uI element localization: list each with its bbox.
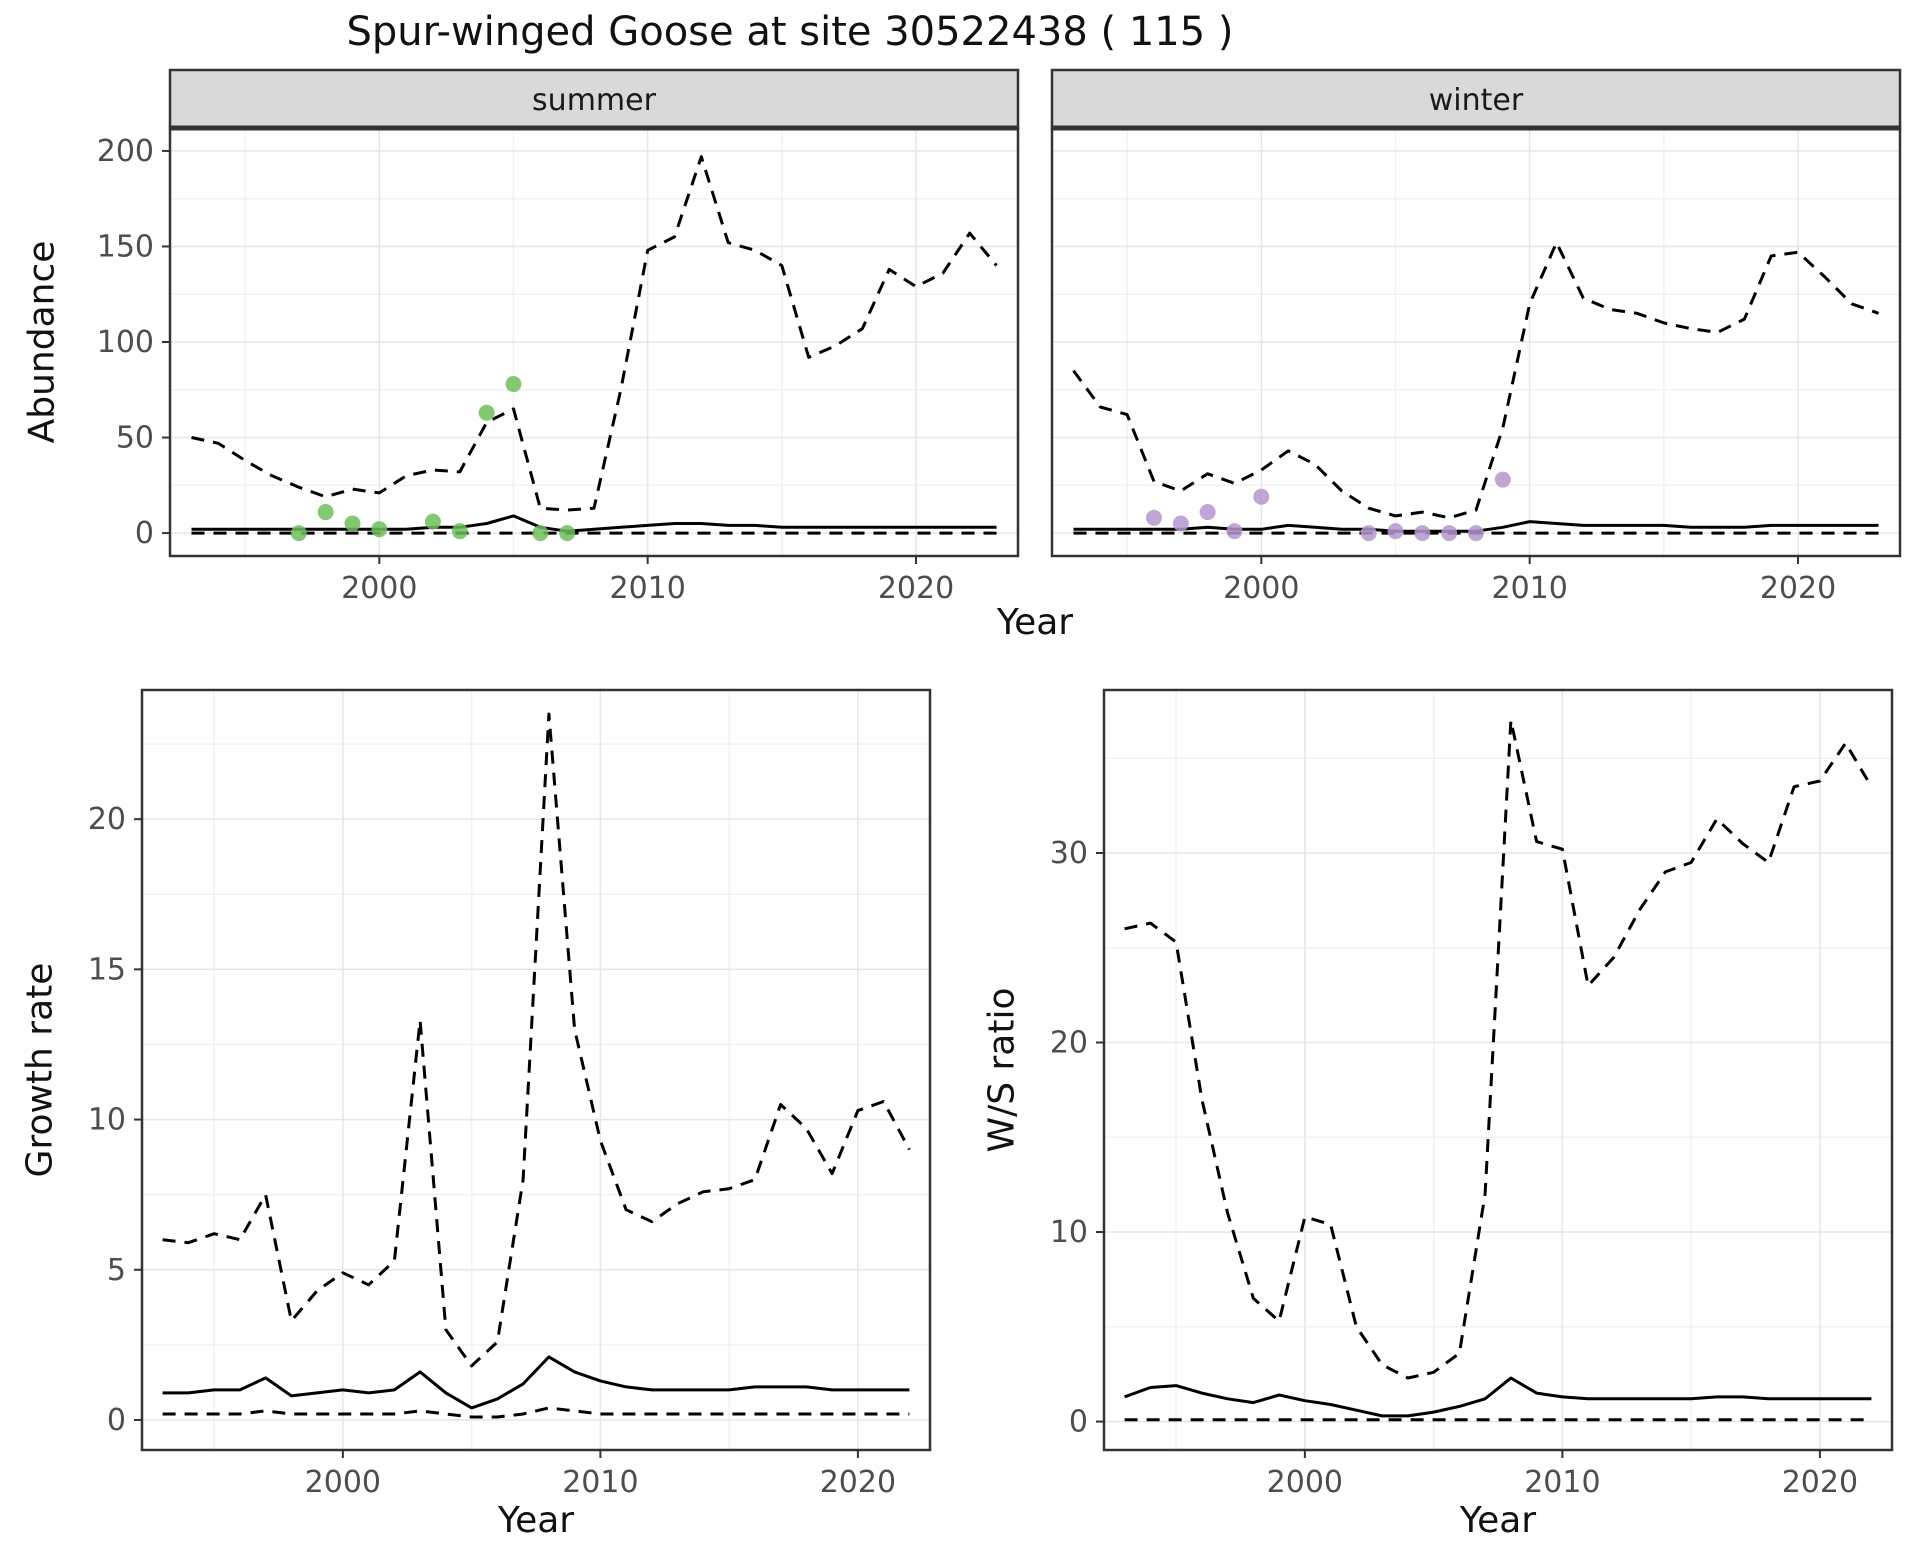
panel-background	[1104, 690, 1892, 1450]
observed-winter-counts-point	[1253, 488, 1270, 505]
panel-border	[140, 688, 932, 1452]
ws-ratio-y-axis-label: W/S ratio	[981, 987, 1023, 1153]
abundance-winter-panel: winter 2000 2010 2020	[1050, 68, 1902, 606]
x-tick-label: 2020	[1760, 571, 1836, 606]
y-tick-label: 200	[97, 134, 154, 169]
abundance-summer-upper-95ci-line	[191, 155, 998, 512]
y-tick-label: 10	[88, 1103, 126, 1138]
y-tick-label: 30	[1050, 836, 1088, 871]
ws-ratio-panel: 2000 2010 2020 0 10 20 30	[1050, 688, 1894, 1500]
ws-ratio-median-line	[1124, 1376, 1872, 1418]
y-tick-label: 10	[1050, 1215, 1088, 1250]
observed-summer-counts-point	[451, 523, 468, 540]
x-tick-label: 2010	[1491, 571, 1567, 606]
observed-summer-counts-point	[559, 525, 576, 542]
x-tick-label: 2000	[341, 571, 417, 606]
observed-winter-counts-point	[1414, 525, 1431, 542]
observed-winter-counts-point	[1172, 515, 1189, 532]
abundance-y-axis-label: Abundance	[21, 240, 63, 444]
observed-summer-counts-point	[371, 521, 388, 538]
y-tick-label: 50	[116, 421, 154, 456]
ws-ratio-upper-95ci-line	[1124, 718, 1873, 1380]
x-tick-label: 2010	[609, 571, 685, 606]
observed-winter-counts-point	[1468, 525, 1484, 542]
observed-summer-counts-point	[505, 376, 522, 393]
observed-summer-counts-point	[344, 515, 361, 532]
y-tick-label: 0	[135, 516, 154, 551]
ws-ratio-chart: 2000 2010 2020 0 10 20 30	[1050, 688, 1894, 1500]
y-tick-label: 15	[88, 952, 126, 987]
facet-strip	[1050, 68, 1902, 130]
x-tick-label: 2000	[1223, 571, 1299, 606]
growth-rate-lower-95ci-line	[162, 1406, 910, 1419]
panel-border	[1102, 688, 1894, 1452]
growth-rate-x-axis-label: Year	[497, 1500, 575, 1541]
top-x-axis-label: Year	[996, 602, 1074, 643]
y-tick-label: 0	[107, 1403, 126, 1438]
growth-rate-y-axis-label: Growth rate	[19, 962, 61, 1178]
observed-winter-counts-point	[1145, 509, 1162, 526]
x-tick-label: 2000	[1267, 1465, 1343, 1500]
observed-summer-counts-point	[290, 525, 307, 542]
growth-rate-upper-95ci-line	[162, 712, 911, 1368]
abundance-summer-chart: summer 2000 2010 2020 0 50 100 150 200	[97, 68, 1020, 606]
y-tick-label: 5	[107, 1253, 126, 1288]
observed-summer-counts-point	[532, 525, 549, 542]
observed-summer-counts-point	[478, 404, 495, 421]
observed-winter-counts-point	[1441, 525, 1458, 542]
growth-rate-panel: 2000 2010 2020 0 5 10 15 20	[88, 688, 932, 1500]
y-tick-label: 100	[97, 325, 154, 360]
x-tick-label: 2010	[562, 1465, 638, 1500]
observed-winter-counts-point	[1494, 471, 1511, 488]
y-tick-label: 20	[88, 802, 126, 837]
x-tick-label: 2020	[1782, 1465, 1858, 1500]
growth-rate-chart: 2000 2010 2020 0 5 10 15 20	[88, 688, 932, 1500]
abundance-summer-panel: summer 2000 2010 2020 0 50 100 150 200	[97, 68, 1020, 606]
y-tick-label: 20	[1050, 1026, 1088, 1061]
x-tick-label: 2000	[305, 1465, 381, 1500]
observed-winter-counts-point	[1360, 525, 1377, 542]
facet-strip-label: summer	[532, 83, 657, 118]
x-tick-label: 2010	[1524, 1465, 1600, 1500]
growth-rate-median-line	[162, 1355, 910, 1410]
observed-winter-counts-point	[1226, 523, 1243, 540]
abundance-winter-chart: winter 2000 2010 2020	[1050, 68, 1902, 606]
x-tick-label: 2020	[820, 1465, 896, 1500]
y-tick-label: 0	[1069, 1405, 1088, 1440]
ws-ratio-x-axis-label: Year	[1459, 1500, 1537, 1541]
observed-winter-counts-point	[1387, 523, 1404, 540]
observed-summer-counts-point	[424, 513, 441, 530]
observed-summer-counts-point	[317, 504, 334, 521]
observed-winter-counts-point	[1199, 504, 1216, 521]
abundance-winter-upper-95ci-line	[1072, 241, 1880, 520]
panel-background	[142, 690, 930, 1450]
y-tick-label: 150	[97, 229, 154, 264]
abundance-summer-median-line	[191, 514, 997, 533]
plot-title: Spur-winged Goose at site 30522438 ( 115…	[346, 9, 1234, 55]
facet-strip-label: winter	[1429, 83, 1524, 118]
x-tick-label: 2020	[878, 571, 954, 606]
